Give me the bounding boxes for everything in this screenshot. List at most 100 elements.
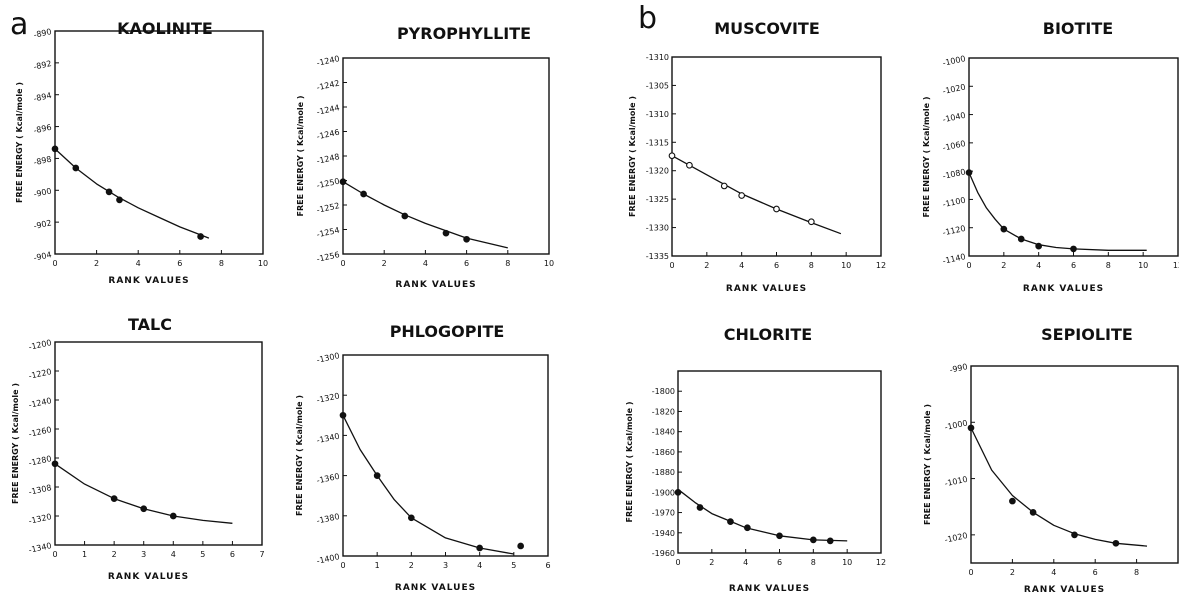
chart-biotite: BIOTITE 0 2 4 6 8 10 12 -1000 -1020 -1040 -1060 -108… — [922, 19, 1179, 294]
y-tick-label: -1320 — [646, 167, 669, 176]
x-tick-label: 0 — [675, 558, 680, 567]
y-tick-label: -898 — [33, 155, 53, 168]
chart-title: SEPIOLITE — [1041, 325, 1133, 344]
x-tick-label: 4 — [136, 259, 141, 268]
x-axis-label: RANK VALUES — [108, 572, 189, 582]
y-tick-label: -1900 — [652, 488, 675, 497]
x-tick-label: 3 — [141, 550, 146, 559]
x-tick-label: 2 — [382, 259, 387, 268]
x-axis-label: RANK VALUES — [395, 583, 476, 593]
x-tick-label: 2 — [112, 550, 117, 559]
y-tick-label: -1400 — [316, 552, 341, 566]
y-tick-label: -1315 — [646, 138, 669, 147]
x-tick-label: 0 — [52, 259, 57, 268]
data-point — [1017, 235, 1025, 243]
x-tick-label: 4 — [1036, 261, 1041, 270]
x-tick-label: 0 — [340, 561, 345, 570]
y-tick-label: -1970 — [652, 509, 675, 518]
data-point — [116, 196, 123, 204]
y-tick-label: -1250 — [316, 177, 341, 191]
chart-title: MUSCOVITE — [714, 19, 820, 38]
y-tick-label: -1020 — [942, 82, 967, 96]
fitted-curve — [342, 415, 514, 555]
x-tick-label: 4 — [739, 261, 744, 270]
y-tick-label: -890 — [33, 27, 53, 40]
y-tick-label: -1380 — [316, 512, 341, 526]
fitted-curve — [968, 172, 1147, 251]
x-tick-label: 2 — [704, 261, 709, 270]
x-tick-label: 0 — [966, 261, 971, 270]
y-tick-label: -1260 — [28, 425, 53, 439]
data-point — [360, 190, 367, 198]
y-tick-label: -1100 — [942, 196, 967, 210]
x-tick-label: 2 — [1001, 261, 1006, 270]
y-tick-label: -1320 — [28, 512, 53, 526]
y-tick-label: -1340 — [316, 432, 341, 446]
panel-letter-b: b — [638, 1, 657, 36]
x-tick-label: 6 — [464, 259, 469, 268]
x-tick-label: 2 — [1010, 568, 1015, 577]
y-tick-label: -1254 — [316, 226, 341, 240]
chart-sepiolite: SEPIOLITE 0 2 4 6 8 -990 -1000 -1010 -1020 RANK VA… — [923, 325, 1179, 595]
x-tick-label: 8 — [811, 558, 816, 567]
y-tick-label: -1246 — [316, 128, 341, 142]
x-tick-label: 0 — [52, 550, 57, 559]
y-tick-label: -1240 — [28, 396, 53, 410]
y-tick-label: -902 — [33, 218, 53, 231]
data-point — [463, 235, 470, 243]
x-tick-label: 0 — [340, 259, 345, 268]
data-point — [674, 488, 682, 496]
x-tick-label: 8 — [505, 259, 510, 268]
y-tick-label: -1256 — [316, 250, 341, 264]
y-tick-label: -1000 — [942, 54, 967, 68]
y-tick-label: -1325 — [646, 195, 669, 204]
fitted-curve — [54, 463, 233, 524]
x-tick-label: 12 — [876, 261, 886, 270]
chart-phlogopite: PHLOGOPITE 0 1 2 3 4 5 6 -1300 -1320 -1340 -1360 -13… — [295, 322, 551, 593]
x-tick-label: 2 — [409, 561, 414, 570]
x-tick-label: 6 — [177, 259, 182, 268]
x-tick-label: 1 — [82, 550, 87, 559]
y-tick-label: -1800 — [652, 387, 675, 396]
x-tick-label: 6 — [777, 558, 782, 567]
x-tick-label: 4 — [171, 550, 176, 559]
y-tick-label: -1120 — [942, 224, 967, 238]
x-axis-label: RANK VALUES — [395, 280, 476, 290]
data-point — [696, 504, 704, 511]
x-tick-label: 8 — [1134, 568, 1139, 577]
y-tick-label: -1060 — [942, 139, 967, 153]
y-axis-label: FREE ENERGY ( Kcal/mole ) — [295, 395, 304, 516]
data-point — [727, 518, 734, 526]
data-point — [826, 537, 834, 545]
y-axis-label: FREE ENERGY ( Kcal/mole ) — [296, 96, 305, 217]
data-point — [72, 164, 80, 172]
fitted-curve — [342, 181, 508, 249]
data-point — [1000, 225, 1008, 233]
y-tick-label: -1252 — [316, 201, 341, 215]
data-point — [776, 532, 783, 540]
data-point — [476, 544, 484, 552]
x-tick-label: 4 — [743, 558, 748, 567]
y-tick-label: -1242 — [316, 79, 341, 93]
chart-title: CHLORITE — [724, 325, 812, 344]
y-tick-label: -894 — [33, 91, 53, 104]
data-point — [668, 152, 676, 160]
x-tick-label: 10 — [841, 261, 851, 270]
panel-letter-a: a — [10, 7, 28, 42]
x-tick-label: 2 — [709, 558, 714, 567]
data-point — [809, 536, 817, 544]
data-point — [401, 212, 409, 220]
chart-talc: TALC 0 1 2 3 4 5 6 7 -1200 -1220 -1240 -1260 -1280 -13… — [11, 315, 265, 582]
x-tick-label: 10 — [842, 558, 852, 567]
y-tick-label: -1360 — [316, 472, 341, 486]
data-point — [1035, 242, 1043, 250]
y-tick-label: -1308 — [28, 483, 53, 497]
data-point — [807, 218, 815, 226]
chart-muscovite: MUSCOVITE 0 2 4 6 8 10 12 -1310 -1305 -1310 -1315 -1… — [628, 19, 886, 294]
x-tick-label: 0 — [968, 568, 973, 577]
plot-frame — [968, 57, 1179, 257]
y-tick-label: -1880 — [652, 468, 675, 477]
data-point — [197, 233, 204, 240]
x-tick-label: 4 — [423, 259, 428, 268]
y-tick-label: -896 — [33, 123, 53, 136]
